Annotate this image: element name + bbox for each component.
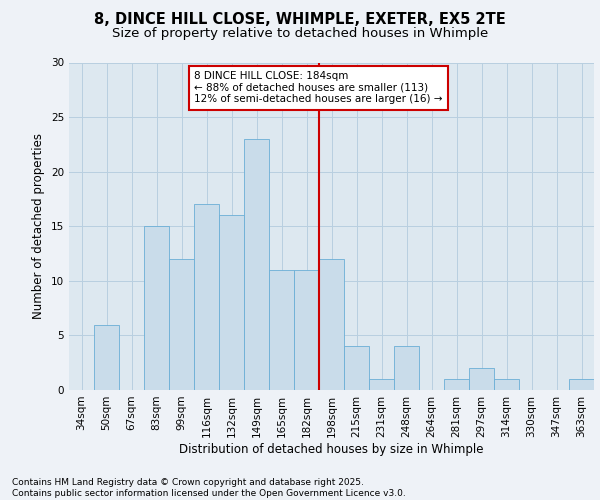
Bar — [569, 379, 594, 390]
Bar — [244, 139, 269, 390]
Bar — [444, 379, 469, 390]
Bar — [394, 346, 419, 390]
Bar — [294, 270, 319, 390]
Text: 8, DINCE HILL CLOSE, WHIMPLE, EXETER, EX5 2TE: 8, DINCE HILL CLOSE, WHIMPLE, EXETER, EX… — [94, 12, 506, 28]
Text: Contains HM Land Registry data © Crown copyright and database right 2025.
Contai: Contains HM Land Registry data © Crown c… — [12, 478, 406, 498]
Text: 8 DINCE HILL CLOSE: 184sqm
← 88% of detached houses are smaller (113)
12% of sem: 8 DINCE HILL CLOSE: 184sqm ← 88% of deta… — [194, 71, 443, 104]
Bar — [269, 270, 294, 390]
Y-axis label: Number of detached properties: Number of detached properties — [32, 133, 46, 320]
Bar — [94, 324, 119, 390]
Bar — [319, 259, 344, 390]
Text: Size of property relative to detached houses in Whimple: Size of property relative to detached ho… — [112, 28, 488, 40]
Bar — [194, 204, 219, 390]
Bar — [169, 259, 194, 390]
X-axis label: Distribution of detached houses by size in Whimple: Distribution of detached houses by size … — [179, 442, 484, 456]
Bar — [369, 379, 394, 390]
Bar — [469, 368, 494, 390]
Bar — [219, 216, 244, 390]
Bar — [494, 379, 519, 390]
Bar — [144, 226, 169, 390]
Bar — [344, 346, 369, 390]
